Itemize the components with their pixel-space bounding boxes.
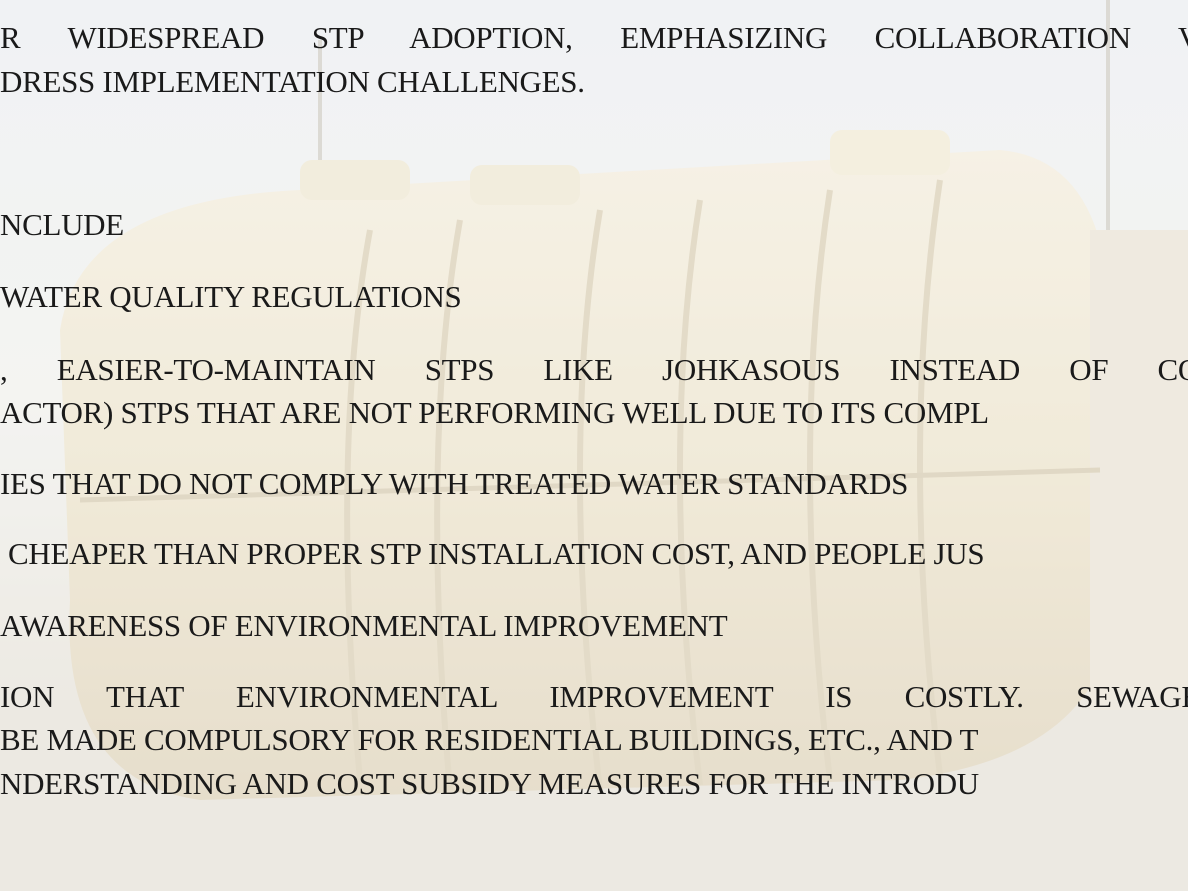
text-line: NDERSTANDING AND COST SUBSIDY MEASURES F… <box>0 766 979 802</box>
text-line: CHEAPER THAN PROPER STP INSTALLATION COS… <box>8 536 984 572</box>
text-line: ACTOR) STPS THAT ARE NOT PERFORMING WELL… <box>0 395 989 431</box>
text-line: R WIDESPREAD STP ADOPTION, EMPHASIZING C… <box>0 20 1188 56</box>
text-line: BE MADE COMPULSORY FOR RESIDENTIAL BUILD… <box>0 722 978 758</box>
text-line: DRESS IMPLEMENTATION CHALLENGES. <box>0 64 585 100</box>
text-line: ION THAT ENVIRONMENTAL IMPROVEMENT IS CO… <box>0 679 1188 715</box>
text-line: NCLUDE <box>0 207 124 243</box>
text-line: , EASIER-TO-MAINTAIN STPS LIKE JOHKASOUS… <box>0 352 1188 388</box>
text-block: R WIDESPREAD STP ADOPTION, EMPHASIZING C… <box>0 0 1188 891</box>
text-line: WATER QUALITY REGULATIONS <box>0 279 461 315</box>
text-line: AWARENESS OF ENVIRONMENTAL IMPROVEMENT <box>0 608 727 644</box>
text-line: IES THAT DO NOT COMPLY WITH TREATED WATE… <box>0 466 908 502</box>
slide: {"text_lines": [ "R WIDESPREAD STP ADOPT… <box>0 0 1188 891</box>
